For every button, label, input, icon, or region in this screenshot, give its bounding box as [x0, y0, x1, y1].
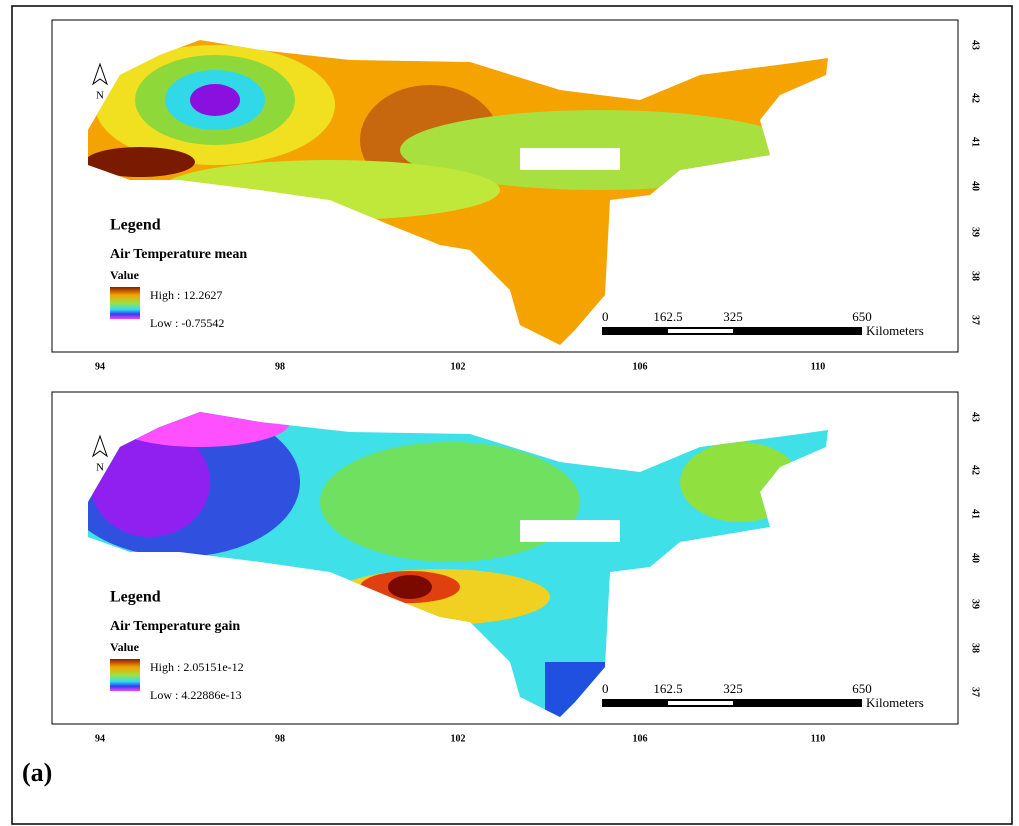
- raster-patch: [520, 148, 620, 170]
- scale-label: 650: [852, 309, 872, 324]
- scale-label: 650: [852, 681, 872, 696]
- scale-unit: Kilometers: [866, 695, 924, 710]
- latitude-label: 40: [970, 181, 981, 191]
- north-arrow: [92, 62, 108, 86]
- legend-title: Legend: [110, 217, 161, 234]
- raster-patch: [545, 662, 605, 717]
- longitude-label: 98: [275, 361, 285, 372]
- raster-patch: [90, 427, 210, 537]
- latitude-label: 43: [970, 412, 981, 422]
- raster-patch: [388, 575, 432, 599]
- longitude-label: 102: [451, 361, 466, 372]
- latitude-label: 37: [970, 315, 981, 325]
- legend-variable: Air Temperature mean: [110, 247, 247, 262]
- legend-high: High : 2.05151e-12: [150, 660, 244, 674]
- scale-label: 0: [602, 681, 609, 696]
- raster-patch: [520, 520, 620, 542]
- figure-label: (a): [22, 758, 52, 787]
- longitude-label: 110: [811, 361, 825, 372]
- longitude-label: 98: [275, 733, 285, 744]
- latitude-label: 39: [970, 599, 981, 609]
- raster-patch: [160, 160, 500, 220]
- scale-bar-gap: [668, 329, 733, 333]
- north-arrow: [92, 434, 108, 458]
- legend-low: Low : -0.75542: [150, 316, 224, 330]
- scale-bar-gap: [668, 701, 733, 705]
- legend-ramp: [110, 287, 140, 319]
- panel-frame: [51, 391, 959, 725]
- legend-variable: Air Temperature gain: [110, 619, 240, 634]
- outer-frame: [11, 5, 1013, 825]
- latitude-label: 41: [970, 509, 981, 519]
- latitude-label: 42: [970, 465, 981, 475]
- longitude-label: 102: [451, 733, 466, 744]
- raster-patch: [110, 412, 290, 447]
- longitude-label: 106: [633, 361, 648, 372]
- legend-ramp: [110, 659, 140, 691]
- longitude-label: 106: [633, 733, 648, 744]
- raster-patch: [190, 84, 240, 116]
- longitude-label: 94: [95, 361, 105, 372]
- raster-patch: [680, 442, 800, 522]
- legend-low: Low : 4.22886e-13: [150, 688, 242, 702]
- raster-patch: [88, 147, 195, 177]
- longitude-label: 110: [811, 733, 825, 744]
- latitude-label: 43: [970, 40, 981, 50]
- legend-value: Value: [110, 268, 140, 282]
- latitude-label: 37: [970, 687, 981, 697]
- scale-label: 325: [723, 681, 743, 696]
- latitude-label: 39: [970, 227, 981, 237]
- legend-title: Legend: [110, 589, 161, 606]
- legend-value: Value: [110, 640, 140, 654]
- latitude-label: 42: [970, 93, 981, 103]
- scale-label: 0: [602, 309, 609, 324]
- latitude-label: 38: [970, 643, 981, 653]
- raster-patch: [320, 442, 580, 562]
- scale-label: 162.5: [653, 681, 682, 696]
- scale-label: 325: [723, 309, 743, 324]
- latitude-label: 38: [970, 271, 981, 281]
- north-label: N: [96, 462, 104, 474]
- scale-unit: Kilometers: [866, 323, 924, 338]
- scale-label: 162.5: [653, 309, 682, 324]
- raster-patch: [480, 190, 600, 330]
- latitude-label: 40: [970, 553, 981, 563]
- latitude-label: 41: [970, 137, 981, 147]
- north-label: N: [96, 90, 104, 102]
- panel-frame: [51, 19, 959, 353]
- map-panel: N Legend Air Temperature mean Value High : 1…: [51, 19, 981, 372]
- legend-high: High : 12.2627: [150, 288, 222, 302]
- longitude-label: 94: [95, 733, 105, 744]
- map-panel: N Legend Air Temperature gain Value High : 2…: [51, 391, 981, 744]
